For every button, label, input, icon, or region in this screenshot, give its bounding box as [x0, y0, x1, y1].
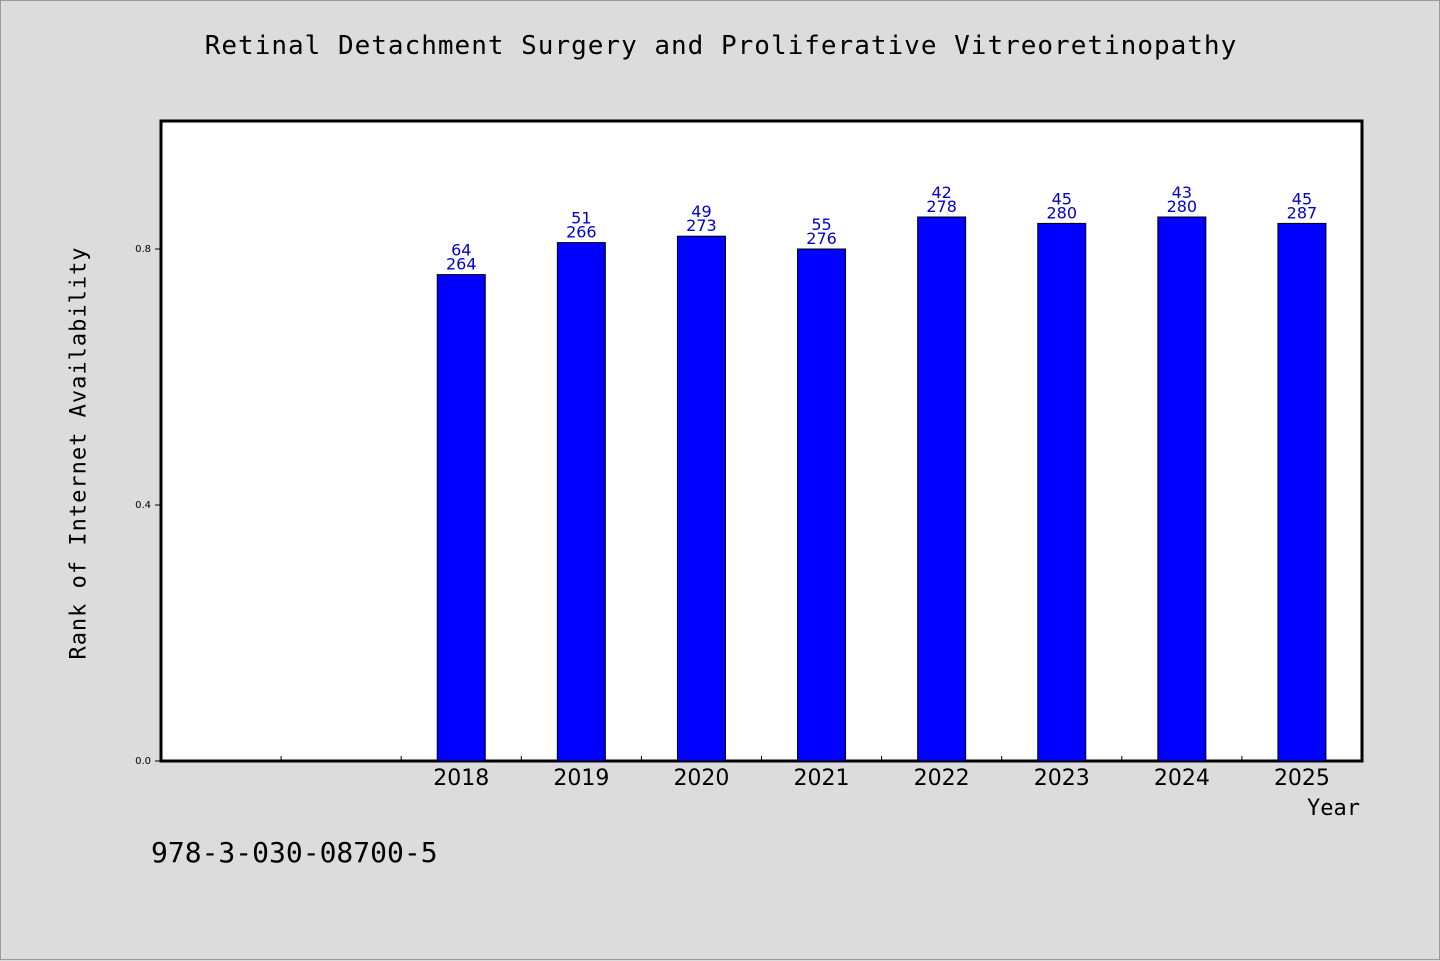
- bar-label-bottom: 264: [446, 255, 477, 274]
- chart-title: Retinal Detachment Surgery and Prolifera…: [204, 31, 1238, 61]
- bar-label-bottom: 273: [686, 216, 717, 235]
- x-tick-label: 2025: [1274, 766, 1330, 791]
- x-tick-label: 2021: [794, 766, 850, 791]
- bar-2024: [1157, 216, 1207, 762]
- bars-group: [436, 216, 1327, 762]
- x-tick-label: 2019: [553, 766, 609, 791]
- x-tick-label: 2023: [1034, 766, 1090, 791]
- bar-label-bottom: 278: [926, 197, 957, 216]
- bar-label-bottom: 266: [566, 223, 597, 242]
- bar-2018: [436, 274, 486, 762]
- bar-2023: [1037, 222, 1087, 762]
- bar-label-bottom: 276: [806, 229, 837, 248]
- bar-label-top: 49: [691, 202, 711, 221]
- x-tick-label: 2018: [433, 766, 489, 791]
- bar-label-top: 45: [1292, 189, 1312, 208]
- bar-2025: [1277, 222, 1327, 762]
- bar-label-top: 55: [811, 215, 831, 234]
- y-tick-label: 0.8: [135, 244, 151, 255]
- isbn-text: 978-3-030-08700-5: [151, 836, 438, 869]
- bar-label-top: 45: [1052, 189, 1072, 208]
- bar-label-bottom: 280: [1046, 203, 1077, 222]
- y-tick-label: 0.0: [135, 756, 151, 767]
- axis-ticks: 0.0 0.4 0.8: [135, 244, 1243, 767]
- x-tick-label: 2024: [1154, 766, 1210, 791]
- bar-label-bottom: 280: [1167, 197, 1198, 216]
- x-tick-label: 2022: [914, 766, 970, 791]
- x-axis-label: Year: [1307, 796, 1360, 821]
- bar-2021: [797, 248, 847, 762]
- bar-label-bottom: 287: [1287, 203, 1318, 222]
- bar-label-top: 51: [571, 209, 591, 228]
- x-tick-label: 2020: [673, 766, 729, 791]
- bar-label-top: 43: [1172, 183, 1192, 202]
- bar-label-top: 42: [931, 183, 951, 202]
- bar-2019: [556, 242, 606, 762]
- y-tick-label: 0.4: [135, 500, 151, 511]
- bar-label-top: 64: [451, 241, 471, 260]
- bar-2022: [917, 216, 967, 762]
- bar-2020: [676, 235, 726, 762]
